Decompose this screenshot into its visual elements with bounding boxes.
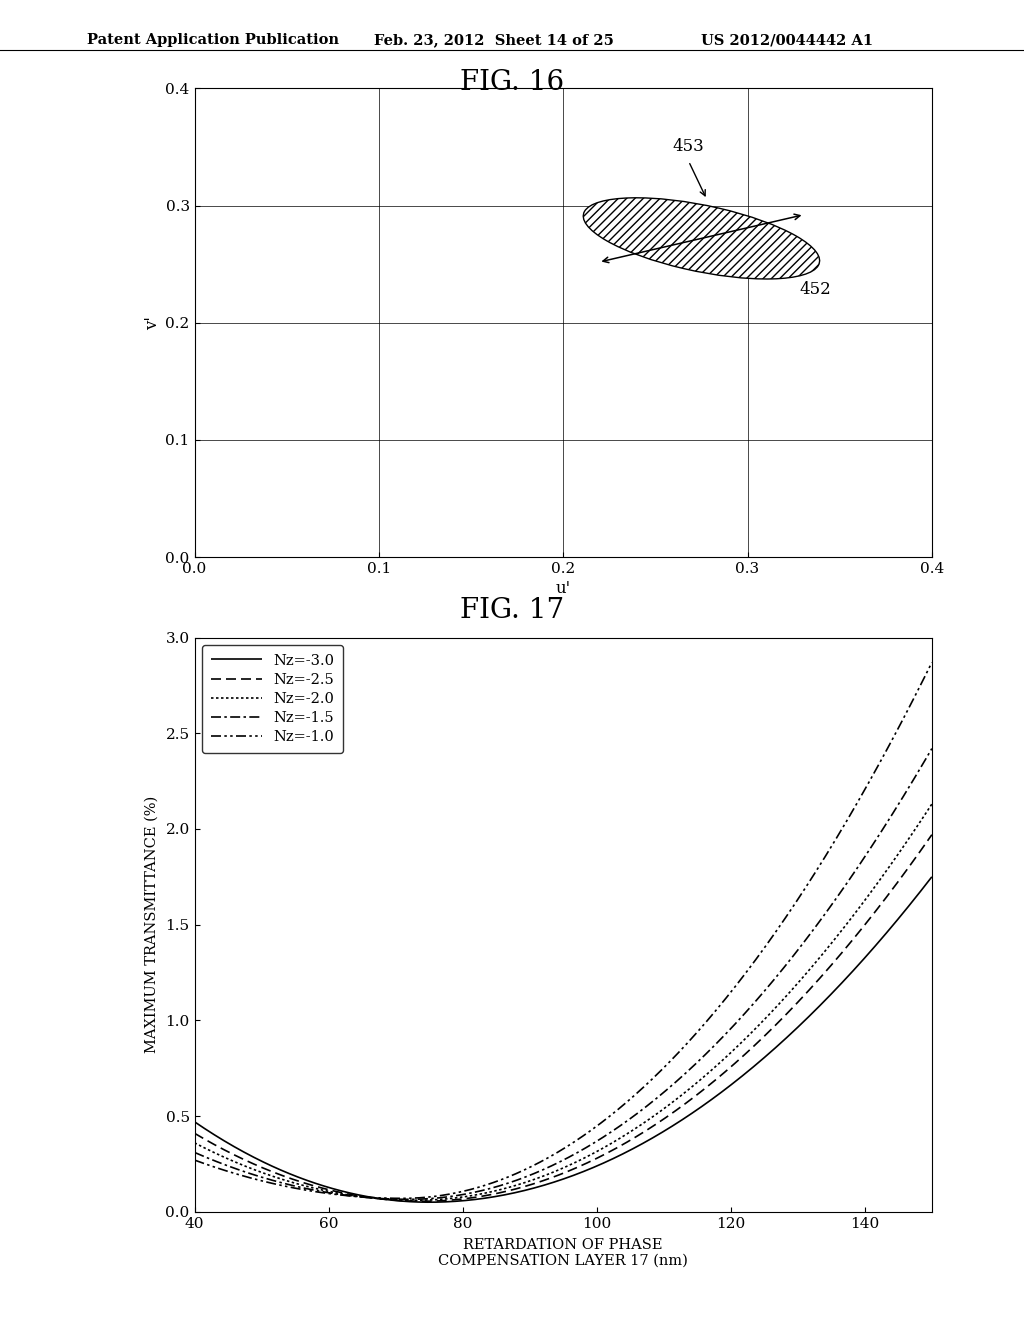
Nz=-1.0 [744,958,757,974]
Line: Nz=-3.0: Nz=-3.0 [195,876,932,1203]
Y-axis label: v': v' [144,315,162,330]
Nz=-2.5 [378,1192,390,1208]
Nz=-2.5 [682,1093,694,1109]
Nz=-2.0 [523,1173,536,1189]
Nz=-2.0 [188,1135,201,1151]
Nz=-1.5 [682,1063,694,1078]
Nz=-2.5 [926,826,938,842]
Nz=-3.0 [744,1061,757,1077]
Nz=-3.0 [188,1114,201,1130]
Nz=-2.0 [410,1192,422,1208]
Text: Feb. 23, 2012  Sheet 14 of 25: Feb. 23, 2012 Sheet 14 of 25 [374,33,613,48]
Nz=-2.5 [523,1177,536,1193]
Y-axis label: MAXIMUM TRANSMITTANCE (%): MAXIMUM TRANSMITTANCE (%) [144,796,159,1053]
Text: Patent Application Publication: Patent Application Publication [87,33,339,48]
Nz=-1.5 [402,1192,415,1208]
Nz=-3.0 [682,1107,694,1123]
Nz=-2.0 [926,796,938,812]
Nz=-2.5 [416,1193,428,1209]
Nz=-1.5 [744,999,757,1015]
Text: 452: 452 [799,281,830,298]
Nz=-2.0 [625,1123,637,1139]
Nz=-3.0 [424,1195,436,1210]
Nz=-1.5 [926,741,938,756]
Nz=-3.0 [378,1192,390,1208]
Nz=-2.0 [378,1191,390,1206]
Nz=-1.5 [625,1110,637,1126]
Nz=-1.0 [188,1152,201,1168]
Nz=-1.0 [378,1191,390,1206]
Ellipse shape [584,198,819,279]
Nz=-2.5 [318,1181,331,1197]
Nz=-2.5 [188,1126,201,1142]
Line: Nz=-2.5: Nz=-2.5 [195,834,932,1201]
Nz=-3.0 [523,1181,536,1197]
Legend: Nz=-3.0, Nz=-2.5, Nz=-2.0, Nz=-1.5, Nz=-1.0: Nz=-3.0, Nz=-2.5, Nz=-2.0, Nz=-1.5, Nz=-… [202,645,343,752]
Nz=-1.0 [396,1191,409,1206]
Nz=-3.0 [926,869,938,884]
X-axis label: RETARDATION OF PHASE
COMPENSATION LAYER 17 (nm): RETARDATION OF PHASE COMPENSATION LAYER … [438,1238,688,1267]
Nz=-1.0 [625,1092,637,1107]
Line: Nz=-1.5: Nz=-1.5 [195,748,932,1200]
Line: Nz=-2.0: Nz=-2.0 [195,804,932,1200]
Nz=-1.5 [378,1191,390,1206]
Nz=-2.0 [682,1082,694,1098]
X-axis label: u': u' [556,579,570,597]
Nz=-2.0 [744,1026,757,1041]
Nz=-2.5 [625,1133,637,1148]
Nz=-1.0 [318,1185,331,1201]
Nz=-1.5 [523,1167,536,1183]
Text: FIG. 17: FIG. 17 [460,597,564,623]
Nz=-1.0 [523,1159,536,1175]
Nz=-2.5 [744,1041,757,1057]
Text: US 2012/0044442 A1: US 2012/0044442 A1 [701,33,873,48]
Nz=-1.5 [188,1144,201,1160]
Nz=-2.0 [318,1183,331,1199]
Nz=-3.0 [625,1142,637,1158]
Text: 453: 453 [673,139,705,156]
Nz=-1.5 [318,1184,331,1200]
Line: Nz=-1.0: Nz=-1.0 [195,663,932,1199]
Text: FIG. 16: FIG. 16 [460,69,564,95]
Nz=-1.0 [682,1035,694,1051]
Nz=-3.0 [318,1179,331,1195]
Nz=-1.0 [926,655,938,671]
